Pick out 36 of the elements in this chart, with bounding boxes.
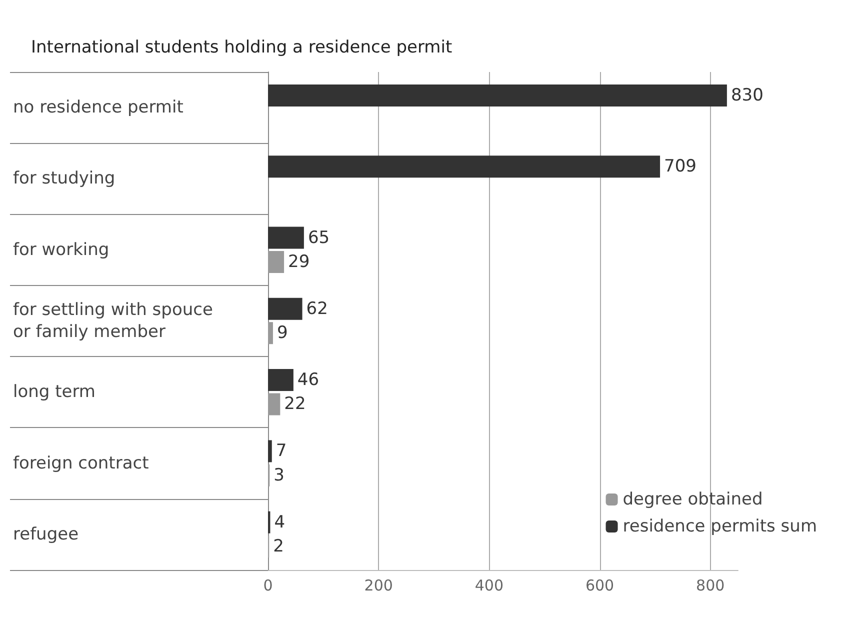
- y-tick-label: no residence permit: [13, 98, 184, 118]
- data-label: 65: [308, 228, 330, 248]
- data-label: 709: [664, 156, 696, 177]
- y-tick-label: long term: [13, 382, 96, 402]
- bar: [268, 156, 660, 178]
- legend-label: residence permits sum: [622, 516, 818, 536]
- data-label: 22: [284, 394, 306, 414]
- y-tick-label: foreign contract: [13, 453, 150, 474]
- data-label: 62: [306, 298, 328, 319]
- data-label: 46: [297, 370, 320, 390]
- y-tick-label: refugee: [13, 524, 79, 544]
- bar: [268, 369, 294, 392]
- x-tick-label: 0: [263, 576, 273, 594]
- bar: [268, 322, 273, 344]
- data-label: 7: [276, 441, 287, 462]
- data-label: 2: [273, 536, 284, 557]
- y-tick-label: for working: [13, 240, 110, 260]
- bar: [268, 298, 302, 320]
- bar: [268, 84, 727, 106]
- y-tick-label: for studying: [13, 168, 116, 189]
- data-label: 29: [288, 252, 310, 272]
- data-label: 4: [274, 512, 286, 532]
- data-label: 3: [274, 465, 284, 486]
- x-tick-label: 400: [474, 576, 504, 594]
- bar: [268, 226, 304, 249]
- y-tick-label: for settling with spouce or family member: [13, 300, 213, 342]
- legend-label: degree obtained: [622, 490, 763, 510]
- x-tick-label: 800: [696, 576, 725, 594]
- data-label: 9: [276, 323, 288, 344]
- data-label: 830: [730, 85, 764, 106]
- bar: [268, 440, 272, 462]
- bar: [268, 250, 284, 273]
- x-tick-label: 600: [585, 576, 614, 594]
- bar: [268, 393, 280, 416]
- chart-title: International students holding a residence permit: [31, 38, 452, 58]
- x-tick-label: 200: [364, 576, 393, 594]
